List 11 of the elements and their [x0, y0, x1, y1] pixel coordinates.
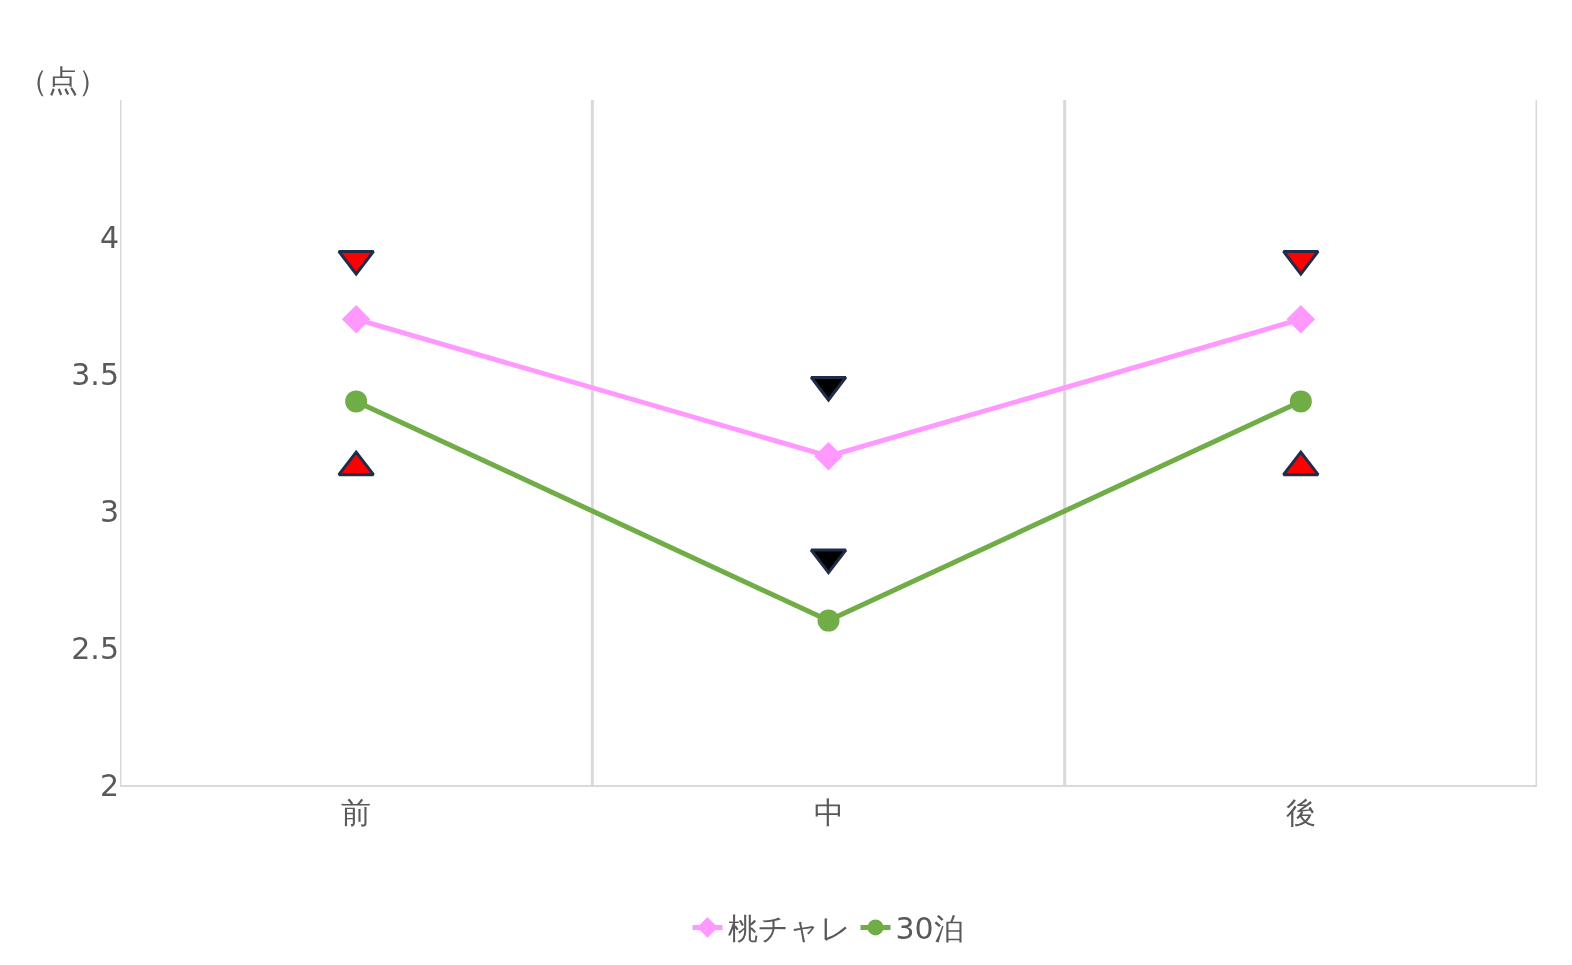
legend-label: 桃チャレ [727, 911, 851, 947]
x-tick-label: 中 [813, 795, 844, 830]
x-tick-label: 前 [341, 795, 372, 830]
y-tick-label: 4 [99, 219, 119, 255]
y-tick-label: 2.5 [71, 630, 119, 666]
y-tick-label: 2 [99, 767, 119, 803]
legend-label: 30泊 [895, 911, 964, 947]
y-tick-label: 3 [99, 493, 119, 529]
y-tick-label: 3.5 [71, 356, 119, 392]
y-axis-title: （点） [18, 63, 108, 98]
x-tick-label: 後 [1285, 795, 1316, 830]
